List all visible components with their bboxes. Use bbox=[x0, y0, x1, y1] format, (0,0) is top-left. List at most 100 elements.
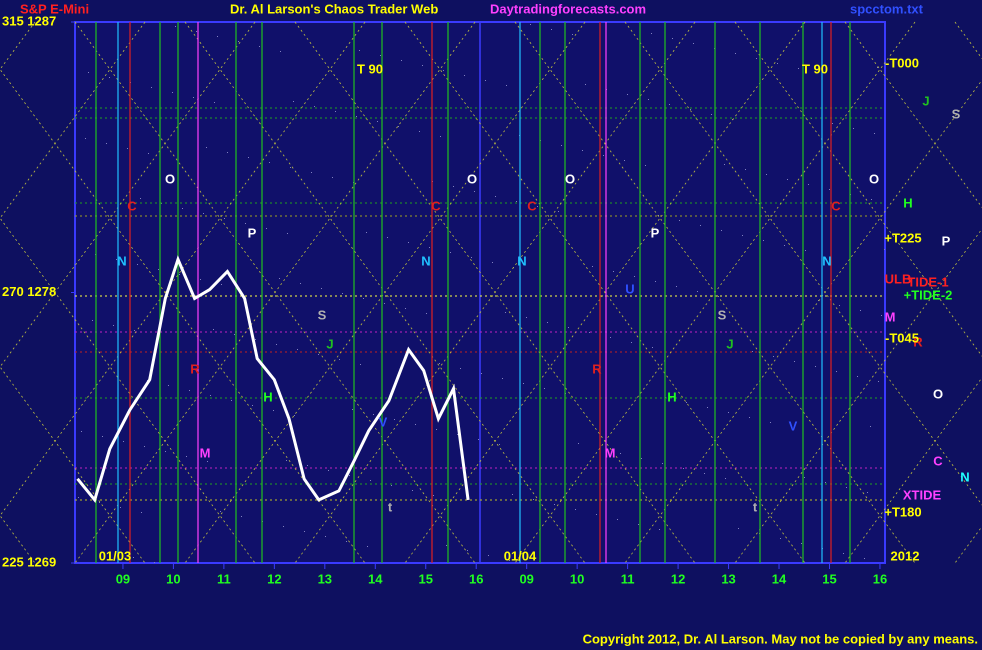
star bbox=[224, 218, 225, 219]
annotation: H bbox=[667, 389, 676, 404]
star bbox=[196, 31, 197, 32]
star bbox=[78, 497, 79, 498]
star bbox=[328, 470, 329, 471]
star bbox=[335, 111, 336, 112]
star bbox=[241, 516, 242, 517]
star bbox=[725, 478, 726, 479]
x-tick-label: 09 bbox=[116, 571, 130, 586]
star bbox=[672, 38, 673, 39]
diagonal-line bbox=[0, 21, 366, 517]
star bbox=[870, 426, 871, 427]
star bbox=[332, 177, 333, 178]
annotation: t bbox=[753, 499, 758, 514]
star bbox=[825, 482, 826, 483]
star bbox=[193, 97, 194, 98]
star bbox=[384, 303, 385, 304]
star bbox=[676, 286, 677, 287]
star bbox=[808, 184, 809, 185]
annotation: C bbox=[527, 198, 537, 213]
star bbox=[342, 293, 343, 294]
star bbox=[318, 354, 319, 355]
star bbox=[273, 410, 274, 411]
annotation: V bbox=[789, 418, 798, 433]
annotation: N bbox=[960, 469, 969, 484]
x-tick-label: 09 bbox=[519, 571, 533, 586]
star bbox=[791, 427, 792, 428]
star bbox=[81, 431, 82, 432]
star bbox=[433, 495, 434, 496]
decorations bbox=[0, 21, 982, 564]
annotation: R bbox=[913, 334, 923, 349]
file-name: spcctom.txt bbox=[850, 1, 924, 16]
star bbox=[471, 257, 472, 258]
x-tick-label: 15 bbox=[419, 571, 433, 586]
annotation: -T045 bbox=[885, 330, 919, 345]
star bbox=[446, 545, 447, 546]
star bbox=[683, 468, 684, 469]
star bbox=[311, 172, 312, 173]
star bbox=[148, 153, 149, 154]
annotation: C bbox=[127, 198, 137, 213]
star bbox=[721, 230, 722, 231]
annotation: S bbox=[952, 106, 961, 121]
star bbox=[88, 72, 89, 73]
star bbox=[537, 206, 538, 207]
annotation: +T225 bbox=[884, 230, 921, 245]
star bbox=[818, 300, 819, 301]
annotation: R bbox=[592, 361, 602, 376]
annotation: T 90 bbox=[357, 61, 383, 76]
star bbox=[391, 485, 392, 486]
star bbox=[798, 68, 799, 69]
annotation: N bbox=[117, 253, 126, 268]
star bbox=[499, 444, 500, 445]
price-line bbox=[76, 255, 470, 504]
diagonal-line bbox=[0, 366, 146, 564]
star bbox=[749, 417, 750, 418]
star bbox=[450, 252, 451, 253]
annotation: +TIDE-2 bbox=[904, 287, 953, 302]
annotation: C bbox=[831, 198, 841, 213]
star bbox=[853, 128, 854, 129]
star bbox=[168, 385, 169, 386]
annotation: O bbox=[869, 171, 879, 186]
star bbox=[307, 465, 308, 466]
star bbox=[140, 198, 141, 199]
star bbox=[304, 531, 305, 532]
star bbox=[575, 509, 576, 510]
star bbox=[377, 121, 378, 122]
annotation: N bbox=[517, 253, 526, 268]
annotation: -T000 bbox=[885, 55, 919, 70]
star bbox=[773, 356, 774, 357]
star bbox=[203, 213, 204, 214]
star bbox=[464, 75, 465, 76]
star bbox=[422, 65, 423, 66]
annotation: N bbox=[421, 253, 430, 268]
star bbox=[405, 308, 406, 309]
star bbox=[738, 528, 739, 529]
diagonal-line bbox=[844, 377, 982, 564]
star bbox=[419, 131, 420, 132]
annotation: H bbox=[263, 389, 272, 404]
star bbox=[613, 271, 614, 272]
star bbox=[815, 366, 816, 367]
star bbox=[485, 80, 486, 81]
star bbox=[245, 223, 246, 224]
star bbox=[290, 167, 291, 168]
star bbox=[287, 233, 288, 234]
star bbox=[579, 216, 580, 217]
x-tick-label: 15 bbox=[822, 571, 836, 586]
star bbox=[874, 133, 875, 134]
chart-title: Dr. Al Larson's Chaos Trader Web bbox=[230, 1, 438, 16]
star bbox=[106, 143, 107, 144]
star bbox=[843, 553, 844, 554]
annotation: J bbox=[726, 336, 733, 351]
star bbox=[346, 541, 347, 542]
x-tick-label: 13 bbox=[721, 571, 735, 586]
star bbox=[280, 51, 281, 52]
star bbox=[592, 266, 593, 267]
star bbox=[481, 373, 482, 374]
annotation: J bbox=[326, 336, 333, 351]
star bbox=[662, 463, 663, 464]
star bbox=[780, 538, 781, 539]
star bbox=[801, 543, 802, 544]
